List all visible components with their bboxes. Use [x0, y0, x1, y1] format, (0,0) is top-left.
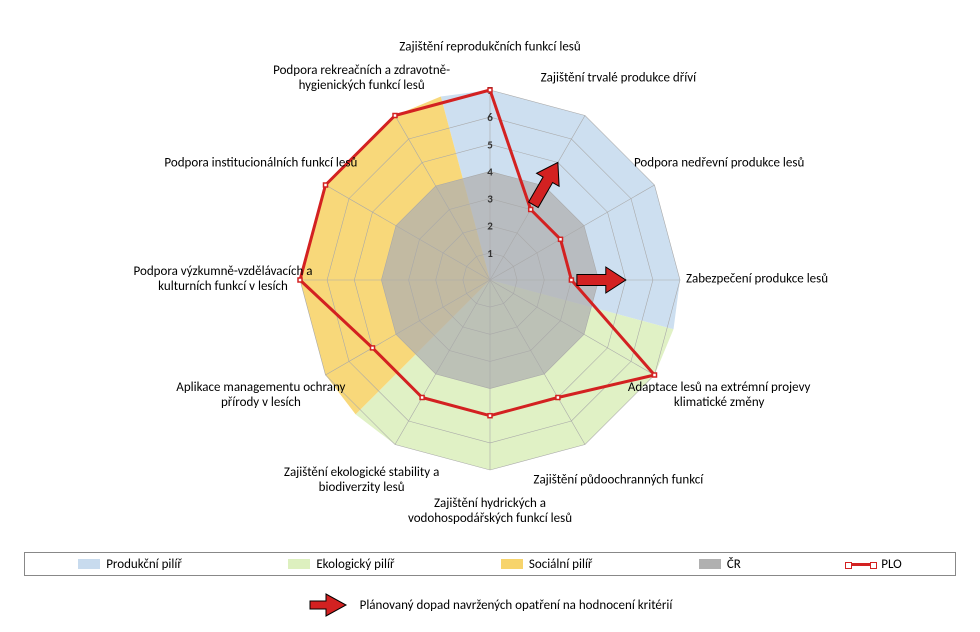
plo-marker-3 [569, 278, 573, 282]
axis-label-8: Aplikace managementu ochrany přírody v l… [161, 381, 361, 411]
legend-label-cr: ČR [727, 557, 741, 572]
plo-marker-4 [653, 373, 657, 377]
plo-marker-1 [529, 208, 533, 212]
tick-label-2: 2 [487, 220, 493, 233]
plo-marker-8 [371, 346, 375, 350]
legend-item-cr: ČR [699, 557, 741, 572]
tick-label-1: 1 [487, 247, 493, 260]
axis-label-9: Podpora výzkumně-vzdělávacích a kulturní… [123, 265, 323, 295]
axis-label-0: Zajištění reprodukčních funkcí lesů [390, 41, 590, 56]
plo-marker-5 [556, 396, 560, 400]
legend-swatch-plo [847, 563, 875, 566]
axis-label-11: Podpora rekreačních a zdravotně-hygienic… [262, 64, 462, 94]
tick-label-6: 6 [487, 111, 493, 124]
legend: Produkční pilíř Ekologický pilíř Sociální … [24, 552, 956, 576]
legend-label-socialni: Sociální pilíř [529, 557, 593, 572]
plo-marker-6 [488, 414, 492, 418]
legend-item-plo: PLO [847, 557, 902, 572]
legend-label-ekologicky: Ekologický pilíř [316, 557, 394, 572]
axis-label-6: Zajištění hydrických a vodohospodářských… [390, 497, 590, 527]
plo-marker-2 [559, 237, 563, 241]
plo-marker-10 [324, 183, 328, 187]
axis-label-1: Zajištění trvalé produkce dříví [518, 72, 718, 87]
radar-chart-container: 1234567 Zajištění reprodukčních funkcí l… [0, 0, 980, 632]
footnote: Plánovaný dopad navržených opatření na h… [0, 592, 980, 618]
legend-item-ekologicky: Ekologický pilíř [288, 557, 394, 572]
legend-swatch-socialni [501, 559, 523, 569]
axis-label-5: Zajištění půdoochranných funkcí [518, 473, 718, 488]
footnote-text: Plánovaný dopad navržených opatření na h… [360, 598, 673, 613]
plo-marker-11 [393, 114, 397, 118]
legend-label-plo: PLO [881, 557, 902, 572]
legend-swatch-cr [699, 559, 721, 569]
footnote-arrow-icon [308, 592, 348, 618]
tick-label-5: 5 [487, 138, 493, 151]
plo-marker-7 [420, 396, 424, 400]
axis-label-7: Zajištění ekologické stability a biodive… [262, 466, 462, 496]
legend-label-produkcni: Produkční pilíř [106, 557, 182, 572]
tick-label-4: 4 [487, 165, 493, 178]
legend-item-socialni: Sociální pilíř [501, 557, 593, 572]
axis-label-10: Podpora institucionálních funkcí lesů [161, 157, 361, 172]
legend-swatch-ekologicky [288, 559, 310, 569]
axis-label-4: Adaptace lesů na extrémní projevy klimat… [619, 381, 819, 411]
legend-item-produkcni: Produkční pilíř [78, 557, 182, 572]
axis-label-2: Podpora nedřevní produkce lesů [619, 157, 819, 172]
legend-swatch-produkcni [78, 559, 100, 569]
tick-label-3: 3 [487, 193, 493, 206]
axis-label-3: Zabezpečení produkce lesů [657, 273, 857, 288]
plo-marker-0 [488, 88, 492, 92]
